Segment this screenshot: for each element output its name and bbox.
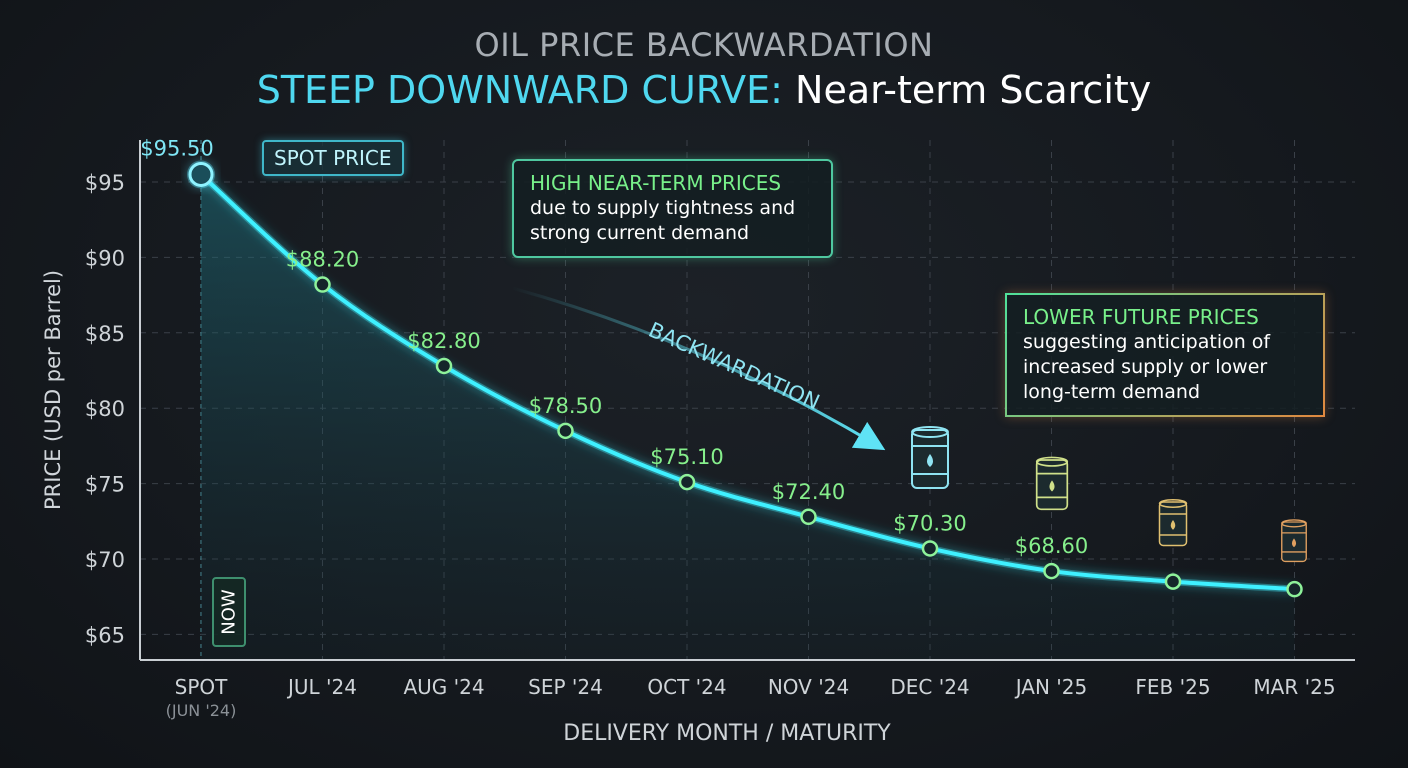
high-prices-annotation: HIGH NEAR-TERM PRICES due to supply tigh… (512, 159, 833, 258)
barrel-icon (911, 426, 949, 489)
oil-drop-icon (927, 454, 933, 467)
barrel-top (1158, 499, 1188, 508)
data-label: $88.20 (286, 248, 359, 272)
barrel-top (911, 426, 949, 438)
low-prices-line-1: suggesting anticipation of (1023, 331, 1271, 353)
x-tick-label: SPOT (175, 675, 228, 699)
y-tick-label: $90 (85, 246, 125, 270)
subtitle-rest: Near-term Scarcity (782, 68, 1152, 112)
data-label: $72.40 (772, 480, 845, 504)
data-point (1043, 562, 1060, 580)
x-tick-label: JAN '25 (1014, 675, 1088, 699)
axes: $65 $70 $75 $80 $85 $90 $95 SPOT (JUN '24) JUL '2… (85, 140, 1355, 720)
data-point (557, 422, 574, 440)
data-label: $68.60 (1015, 534, 1088, 558)
oil-drop-icon (1170, 520, 1176, 530)
low-prices-line-2: increased supply or lower (1023, 356, 1268, 378)
data-label: $78.50 (529, 394, 602, 418)
data-point (314, 276, 331, 293)
barrel-icon (1281, 519, 1307, 563)
low-prices-annotation: LOWER FUTURE PRICES suggesting anticipat… (1005, 293, 1325, 417)
y-tick-label: $75 (85, 473, 125, 497)
series-line (198, 171, 1295, 593)
subtitle-accent: STEEP DOWNWARD CURVE: (256, 68, 783, 112)
low-prices-line-3: long-term demand (1023, 381, 1201, 403)
data-label: $95.50 (140, 136, 213, 160)
chart-subtitle: STEEP DOWNWARD CURVE: Near-term Scarcity (0, 68, 1408, 112)
x-tick-label: AUG '24 (403, 675, 484, 699)
x-tick-label: MAR '25 (1253, 675, 1335, 699)
x-axis-label: DELIVERY MONTH / MATURITY (563, 721, 891, 746)
data-point (435, 357, 453, 375)
backwardation-arrow: BACKWARDATION (511, 286, 886, 451)
y-axis-label: PRICE (USD per Barrel) (41, 270, 65, 510)
high-prices-line-2: strong current demand (530, 222, 750, 244)
oil-drop-icon (1291, 538, 1297, 548)
data-points (187, 160, 1303, 598)
spot-price-badge: SPOT PRICE (262, 140, 404, 176)
y-tick-label: $85 (85, 322, 125, 346)
data-point (1164, 573, 1182, 590)
series-line-path (199, 172, 1295, 592)
y-tick-label: $65 (85, 623, 125, 647)
barrel-icon (1035, 456, 1069, 511)
oil-drop-icon (1049, 480, 1055, 492)
x-tick-label: NOV '24 (768, 675, 849, 699)
barrel-icons (911, 426, 1307, 563)
x-tick-label: JUL '24 (286, 675, 357, 699)
chart-title: OIL PRICE BACKWARDATION (474, 26, 934, 64)
y-tick-label: $70 (85, 548, 125, 572)
barrel-top (1281, 519, 1307, 528)
data-label: $70.30 (893, 511, 966, 535)
data-point (188, 161, 214, 187)
data-point (800, 508, 817, 526)
area-under-curve (201, 174, 1295, 660)
data-point (921, 540, 939, 557)
barrel-icon (1158, 499, 1188, 547)
now-badge-label: NOW (218, 589, 240, 635)
data-label: $82.80 (407, 329, 480, 353)
high-prices-heading: HIGH NEAR-TERM PRICES (530, 171, 782, 195)
x-tick-label: SEP '24 (528, 675, 603, 699)
low-prices-heading: LOWER FUTURE PRICES (1023, 305, 1259, 329)
barrel-top (1035, 456, 1069, 467)
x-tick-label: FEB '25 (1135, 675, 1210, 699)
backwardation-arrow-path (511, 286, 886, 451)
x-tick-label: DEC '24 (890, 675, 969, 699)
high-prices-line-1: due to supply tightness and (530, 197, 796, 219)
area-fill (201, 174, 1295, 660)
data-label: $75.10 (650, 445, 723, 469)
x-tick-label: OCT '24 (647, 675, 726, 699)
y-tick-label: $95 (85, 171, 125, 195)
now-badge: NOW (212, 577, 246, 647)
y-tick-label: $80 (85, 397, 125, 421)
data-labels: $95.50 $88.20 $82.80 $78.50 $75.10 $72.40 $70.… (140, 136, 1088, 558)
data-point (678, 473, 696, 491)
data-point (1286, 580, 1303, 598)
x-tick-sublabel: (JUN '24) (166, 701, 237, 720)
backwardation-label: BACKWARDATION (645, 318, 823, 415)
